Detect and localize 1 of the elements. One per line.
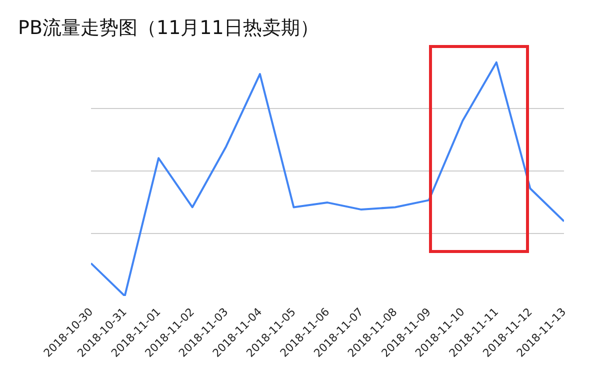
chart-title: PB流量走势图（11月11日热卖期） bbox=[18, 16, 319, 41]
